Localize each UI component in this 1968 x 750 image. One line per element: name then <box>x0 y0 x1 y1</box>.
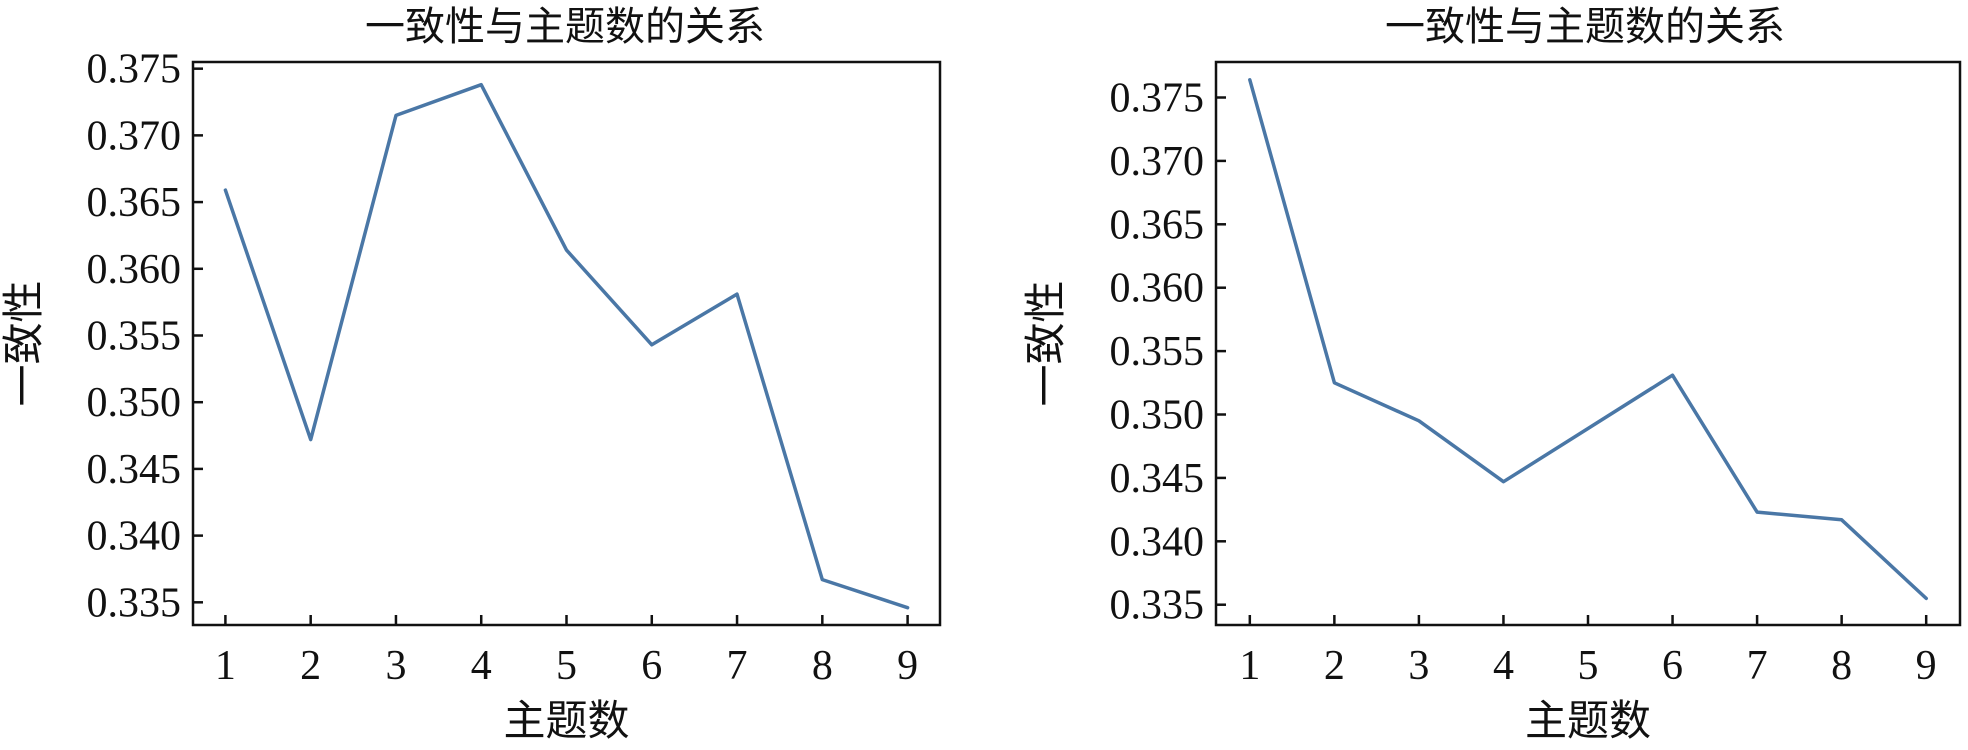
series-line <box>1248 78 1928 601</box>
y-tick-label: 0.350 <box>1110 393 1205 439</box>
x-tick-label: 3 <box>1408 643 1429 689</box>
y-tick-label: 0.340 <box>87 514 182 560</box>
x-tick-label: 2 <box>1324 643 1345 689</box>
x-tick-label: 6 <box>1662 643 1683 689</box>
x-tick-label: 9 <box>897 643 918 689</box>
x-tick-label: 7 <box>727 643 748 689</box>
chart-title: 一致性与主题数的关系 <box>365 4 765 50</box>
y-tick-label: 0.355 <box>87 313 182 359</box>
chart-title: 一致性与主题数的关系 <box>1385 4 1785 50</box>
x-tick-label: 5 <box>1578 643 1599 689</box>
y-tick-label: 0.335 <box>1110 583 1205 629</box>
plot-frame <box>1214 60 1962 627</box>
x-tick-label: 4 <box>471 643 492 689</box>
y-tick-label: 0.350 <box>87 380 182 426</box>
x-axis-label: 主题数 <box>1525 696 1651 745</box>
x-tick-label: 8 <box>1831 643 1852 689</box>
chart-2: 一致性与主题数的关系 0.335 0.340 0.345 0.350 0.355 0.360… <box>1021 4 1962 745</box>
x-tick-label: 9 <box>1916 643 1937 689</box>
y-tick-label: 0.345 <box>1110 456 1205 502</box>
y-tick-label: 0.370 <box>1110 139 1205 185</box>
x-axis-label: 主题数 <box>503 696 629 745</box>
y-tick-label: 0.375 <box>87 47 182 93</box>
x-tick-label: 6 <box>641 643 662 689</box>
x-tick-label: 7 <box>1747 643 1768 689</box>
y-tick-label: 0.340 <box>1110 519 1205 565</box>
y-tick-label: 0.360 <box>87 247 182 293</box>
x-tick-label: 2 <box>300 643 321 689</box>
y-tick-label: 0.365 <box>87 180 182 226</box>
y-tick-label: 0.360 <box>1110 266 1205 312</box>
y-axis-label: 一致性 <box>1021 280 1070 406</box>
x-tick-label: 3 <box>385 643 406 689</box>
series-line <box>223 82 910 610</box>
y-tick-label: 0.345 <box>87 447 182 493</box>
y-tick-label: 0.365 <box>1110 202 1205 248</box>
y-tick-label: 0.375 <box>1110 76 1205 122</box>
y-axis-label: 一致性 <box>0 280 48 406</box>
x-tick-label: 4 <box>1493 643 1514 689</box>
x-tick-label: 1 <box>1239 643 1260 689</box>
x-tick-label: 5 <box>556 643 577 689</box>
y-tick-label: 0.355 <box>1110 329 1205 375</box>
x-tick-label: 1 <box>215 643 236 689</box>
chart-1: 一致性与主题数的关系 0.335 0.340 0.345 0.350 0.355 0.360… <box>0 4 942 745</box>
y-tick-label: 0.335 <box>87 580 182 626</box>
y-tick-label: 0.370 <box>87 113 182 159</box>
plot-frame <box>191 60 942 627</box>
x-tick-label: 8 <box>812 643 833 689</box>
